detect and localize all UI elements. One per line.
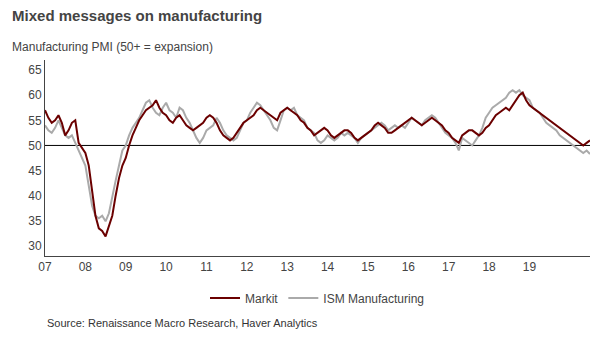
svg-text:17: 17 [442,260,456,274]
svg-text:16: 16 [402,260,416,274]
svg-text:08: 08 [79,260,93,274]
svg-text:07: 07 [38,260,52,274]
svg-text:45: 45 [28,164,42,178]
svg-text:Manufacturing PMI (50+ = expan: Manufacturing PMI (50+ = expansion) [12,40,213,54]
svg-text:60: 60 [28,88,42,102]
svg-text:Mixed messages on manufacturin: Mixed messages on manufacturing [12,7,262,24]
svg-text:Markit: Markit [245,292,278,306]
svg-text:65: 65 [28,63,42,77]
svg-text:19: 19 [523,260,537,274]
svg-text:15: 15 [361,260,375,274]
svg-text:13: 13 [281,260,295,274]
svg-text:55: 55 [28,114,42,128]
svg-text:09: 09 [119,260,133,274]
svg-text:18: 18 [482,260,496,274]
svg-text:14: 14 [321,260,335,274]
svg-text:10: 10 [159,260,173,274]
svg-text:40: 40 [28,189,42,203]
svg-text:11: 11 [200,260,213,274]
svg-text:Source: Renaissance Macro Rese: Source: Renaissance Macro Research, Have… [47,317,318,329]
svg-text:ISM Manufacturing: ISM Manufacturing [323,292,424,306]
svg-text:35: 35 [28,214,42,228]
svg-text:50: 50 [28,139,42,153]
svg-text:12: 12 [240,260,254,274]
svg-text:30: 30 [28,239,42,253]
